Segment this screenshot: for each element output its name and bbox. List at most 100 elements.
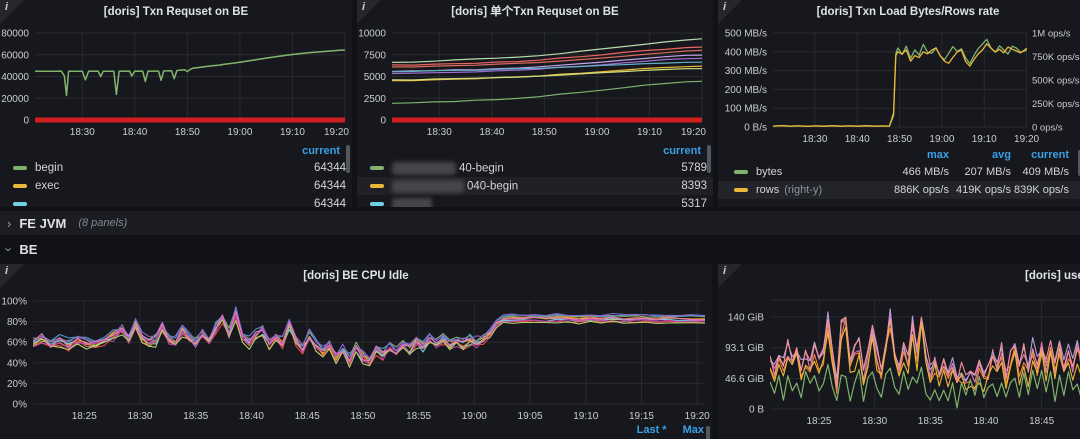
legend: current 40-begin 5789 040-begin 8393 531… — [357, 143, 713, 207]
legend-row-bytes[interactable]: bytes 466 MB/s 207 MB/s 409 MB/s — [718, 163, 1080, 181]
svg-text:18:45: 18:45 — [1029, 416, 1054, 427]
svg-text:19:05: 19:05 — [518, 411, 543, 422]
legend-header-max[interactable]: Max — [682, 424, 704, 436]
svg-text:40%: 40% — [7, 358, 27, 369]
svg-text:18:40: 18:40 — [239, 411, 264, 422]
svg-text:18:50: 18:50 — [350, 411, 375, 422]
panel-info-icon[interactable]: i — [718, 0, 742, 24]
svg-text:18:35: 18:35 — [183, 411, 208, 422]
svg-text:18:40: 18:40 — [973, 416, 998, 427]
panel-single-txn-request-on-be: i [doris] 单个Txn Requset on BE 0 2500 5000 7… — [357, 0, 713, 207]
svg-text:300 MB/s: 300 MB/s — [725, 66, 767, 77]
panel-info-icon[interactable]: i — [0, 264, 24, 288]
legend-scrollbar[interactable] — [1078, 150, 1080, 176]
series-swatch — [370, 184, 384, 188]
svg-text:18:30: 18:30 — [427, 127, 452, 138]
txn-load-chart: 0 B/s 100 MB/s 200 MB/s 300 MB/s 400 MB/s 500… — [725, 29, 1080, 146]
legend-header-avg[interactable]: avg — [992, 149, 1011, 161]
legend-row-begin[interactable]: begin 64344 — [0, 159, 352, 177]
svg-text:18:30: 18:30 — [862, 416, 887, 427]
panel-info-icon[interactable]: i — [0, 0, 24, 24]
panel-title[interactable]: [doris] BE CPU Idle — [303, 270, 409, 282]
svg-text:0: 0 — [380, 116, 386, 127]
svg-text:19:20: 19:20 — [324, 127, 349, 138]
svg-text:18:45: 18:45 — [295, 411, 320, 422]
panel-txn-load-rate: i [doris] Txn Load Bytes/Rows rate 0 B/s… — [718, 0, 1080, 207]
svg-text:18:30: 18:30 — [127, 411, 152, 422]
svg-text:19:10: 19:10 — [637, 127, 662, 138]
panel-title[interactable]: [doris] 单个Txn Requset on BE — [451, 6, 619, 18]
panel-title[interactable]: [doris] Txn Requset on BE — [103, 6, 249, 18]
legend-header-last[interactable]: Last * — [636, 424, 667, 436]
legend-scrollbar[interactable] — [346, 145, 350, 173]
series-swatch — [370, 202, 384, 206]
svg-text:60000: 60000 — [1, 50, 29, 61]
svg-text:0 B: 0 B — [749, 405, 764, 416]
panel-title[interactable]: [doris] Txn Load Bytes/Rows rate — [816, 6, 1000, 18]
svg-text:40000: 40000 — [1, 72, 29, 83]
legend-row-rows[interactable]: rows (right-y) 886K ops/s 419K ops/s 839… — [718, 181, 1080, 199]
row-fe-jvm[interactable]: › FE JVM (8 panels) — [0, 211, 1080, 235]
legend-row-clipped[interactable]: 5317 — [357, 195, 713, 207]
legend-row[interactable]: 040-begin 8393 — [357, 177, 713, 195]
legend-header-max[interactable]: max — [926, 149, 949, 161]
svg-text:250K ops/s: 250K ops/s — [1032, 99, 1080, 110]
svg-text:18:30: 18:30 — [70, 127, 95, 138]
svg-text:20%: 20% — [7, 379, 27, 390]
svg-text:100%: 100% — [1, 297, 27, 308]
panel-info-icon[interactable]: i — [718, 264, 742, 288]
svg-text:0: 0 — [23, 116, 29, 127]
svg-text:18:40: 18:40 — [122, 127, 147, 138]
svg-text:60%: 60% — [7, 338, 27, 349]
panel-doris-use: i [doris] use 0 B 46.6 GiB 93.1 GiB 140 GiB… — [718, 264, 1080, 439]
svg-text:19:15: 19:15 — [629, 411, 654, 422]
svg-text:0 ops/s: 0 ops/s — [1032, 123, 1063, 134]
svg-text:18:50: 18:50 — [532, 127, 557, 138]
svg-text:750K ops/s: 750K ops/s — [1032, 52, 1080, 63]
svg-text:19:20: 19:20 — [685, 411, 710, 422]
svg-text:18:30: 18:30 — [802, 134, 827, 145]
svg-text:46.6 GiB: 46.6 GiB — [725, 374, 764, 385]
chevron-down-icon: › — [1, 246, 17, 252]
txn-request-chart: 0 20000 40000 60000 80000 18:30 18:40 18:50 19:0… — [1, 29, 349, 139]
svg-text:19:00: 19:00 — [929, 134, 954, 145]
legend-scrollbar[interactable] — [706, 426, 710, 439]
memory-chart: 0 B 46.6 GiB 93.1 GiB 140 GiB 18:25 18:30 18:3… — [725, 299, 1080, 427]
svg-text:5000: 5000 — [364, 72, 387, 83]
svg-text:18:55: 18:55 — [406, 411, 431, 422]
svg-text:0 B/s: 0 B/s — [744, 123, 767, 134]
svg-text:19:10: 19:10 — [972, 134, 997, 145]
svg-text:93.1 GiB: 93.1 GiB — [725, 343, 764, 354]
svg-text:18:25: 18:25 — [806, 416, 831, 427]
panel-title[interactable]: [doris] use — [1025, 270, 1080, 282]
legend-row[interactable]: 40-begin 5789 — [357, 159, 713, 177]
series-swatch — [13, 166, 27, 170]
svg-text:19:00: 19:00 — [462, 411, 487, 422]
svg-text:19:10: 19:10 — [280, 127, 305, 138]
series-swatch — [734, 188, 748, 192]
svg-text:140 GiB: 140 GiB — [728, 312, 764, 323]
legend-row-clipped[interactable]: 64344 — [0, 195, 352, 207]
legend-header-current[interactable]: current — [663, 145, 701, 157]
svg-text:19:00: 19:00 — [584, 127, 609, 138]
series-swatch — [13, 202, 27, 206]
redacted-label — [392, 197, 432, 207]
legend-header-current[interactable]: current — [302, 145, 340, 157]
series-swatch — [370, 166, 384, 170]
legend-row-exec[interactable]: exec 64344 — [0, 177, 352, 195]
svg-text:19:10: 19:10 — [573, 411, 598, 422]
panel-be-cpu-idle: i [doris] BE CPU Idle 0% 20% 40% 60% 80% 100%… — [0, 264, 712, 439]
legend-header-current[interactable]: current — [1031, 149, 1069, 161]
svg-text:200 MB/s: 200 MB/s — [725, 85, 767, 96]
row-be[interactable]: › BE — [1, 241, 38, 257]
panel-txn-request-on-be: i [doris] Txn Requset on BE 0 20000 40000 6… — [0, 0, 352, 207]
svg-text:20000: 20000 — [1, 94, 29, 105]
svg-text:18:40: 18:40 — [479, 127, 504, 138]
legend-scrollbar[interactable] — [707, 145, 711, 173]
svg-text:10000: 10000 — [358, 29, 386, 40]
svg-text:1M ops/s: 1M ops/s — [1032, 29, 1071, 40]
panel-info-icon[interactable]: i — [357, 0, 381, 24]
svg-text:19:20: 19:20 — [681, 127, 706, 138]
svg-text:18:50: 18:50 — [887, 134, 912, 145]
series-swatch — [13, 184, 27, 188]
